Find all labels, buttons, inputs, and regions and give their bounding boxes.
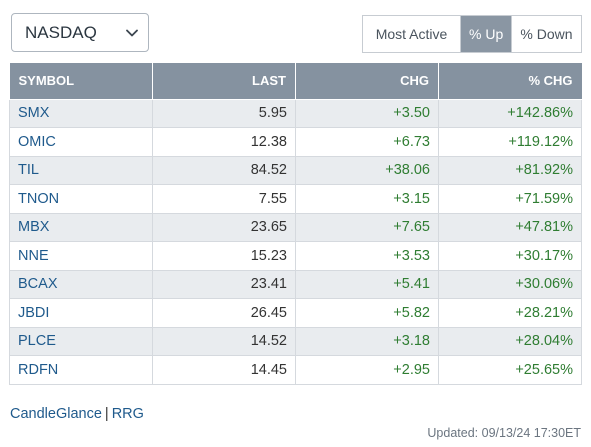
percent-change-cell: +30.17% <box>438 241 582 271</box>
table-row[interactable]: TIL 84.52 +38.06 +81.92% <box>9 155 582 185</box>
movers-table: SYMBOL LAST CHG % CHG SMX 5.95 +3.50 +142.8… <box>9 63 582 385</box>
candleglance-link[interactable]: CandleGlance <box>10 406 102 422</box>
table-row[interactable]: BCAX 23.41 +5.41 +30.06% <box>9 269 582 299</box>
change-cell: +3.15 <box>295 184 439 214</box>
change-cell: +5.41 <box>295 269 439 299</box>
percent-change-cell: +119.12% <box>438 127 582 157</box>
table-row[interactable]: JBDI 26.45 +5.82 +28.21% <box>9 298 582 328</box>
last-price-cell: 14.52 <box>152 326 296 356</box>
table-row[interactable]: RDFN 14.45 +2.95 +25.65% <box>9 355 582 385</box>
percent-change-cell: +28.21% <box>438 298 582 328</box>
last-price-cell: 12.38 <box>152 127 296 157</box>
change-cell: +2.95 <box>295 355 439 385</box>
change-cell: +5.82 <box>295 298 439 328</box>
change-cell: +3.18 <box>295 326 439 356</box>
updated-timestamp: Updated: 09/13/24 17:30ET <box>427 426 581 440</box>
change-cell: +7.65 <box>295 212 439 242</box>
percent-change-cell: +142.86% <box>438 98 582 128</box>
symbol-cell[interactable]: PLCE <box>9 326 153 356</box>
table-row[interactable]: PLCE 14.52 +3.18 +28.04% <box>9 326 582 356</box>
last-price-cell: 15.23 <box>152 241 296 271</box>
footer-links: CandleGlance | RRG <box>10 406 144 422</box>
last-price-cell: 23.41 <box>152 269 296 299</box>
percent-change-cell: +71.59% <box>438 184 582 214</box>
percent-change-cell: +47.81% <box>438 212 582 242</box>
change-cell: +6.73 <box>295 127 439 157</box>
symbol-cell[interactable]: TNON <box>9 184 153 214</box>
last-price-cell: 84.52 <box>152 155 296 185</box>
exchange-select[interactable]: NASDAQ <box>11 13 149 52</box>
symbol-cell[interactable]: SMX <box>9 98 153 128</box>
rrg-link[interactable]: RRG <box>111 406 144 422</box>
last-price-cell: 5.95 <box>152 98 296 128</box>
table-row[interactable]: MBX 23.65 +7.65 +47.81% <box>9 212 582 242</box>
symbol-cell[interactable]: NNE <box>9 241 153 271</box>
percent-change-cell: +28.04% <box>438 326 582 356</box>
column-header-chg[interactable]: CHG <box>295 63 439 100</box>
column-header-last[interactable]: LAST <box>152 63 296 100</box>
table-body: SMX 5.95 +3.50 +142.86% OMIC 12.38 +6.73 +119.1… <box>9 98 582 385</box>
symbol-cell[interactable]: RDFN <box>9 355 153 385</box>
symbol-cell[interactable]: JBDI <box>9 298 153 328</box>
change-cell: +3.50 <box>295 98 439 128</box>
symbol-cell[interactable]: BCAX <box>9 269 153 299</box>
symbol-cell[interactable]: TIL <box>9 155 153 185</box>
table-row[interactable]: TNON 7.55 +3.15 +71.59% <box>9 184 582 214</box>
percent-change-cell: +25.65% <box>438 355 582 385</box>
table-row[interactable]: OMIC 12.38 +6.73 +119.12% <box>9 127 582 157</box>
percent-change-cell: +30.06% <box>438 269 582 299</box>
table-row[interactable]: SMX 5.95 +3.50 +142.86% <box>9 98 582 128</box>
percent-change-cell: +81.92% <box>438 155 582 185</box>
last-price-cell: 7.55 <box>152 184 296 214</box>
tab-most-active[interactable]: Most Active <box>363 16 460 52</box>
symbol-cell[interactable]: OMIC <box>9 127 153 157</box>
exchange-select-value: NASDAQ <box>25 23 97 42</box>
last-price-cell: 14.45 <box>152 355 296 385</box>
symbol-cell[interactable]: MBX <box>9 212 153 242</box>
change-cell: +3.53 <box>295 241 439 271</box>
last-price-cell: 26.45 <box>152 298 296 328</box>
table-row[interactable]: NNE 15.23 +3.53 +30.17% <box>9 241 582 271</box>
last-price-cell: 23.65 <box>152 212 296 242</box>
chevron-down-icon <box>126 29 138 37</box>
table-header-row: SYMBOL LAST CHG % CHG <box>9 63 582 100</box>
footer-separator: | <box>104 406 109 422</box>
mover-type-tabs: Most Active % Up % Down <box>362 15 582 53</box>
column-header-symbol[interactable]: SYMBOL <box>9 63 153 100</box>
column-header-pct-chg[interactable]: % CHG <box>438 63 582 100</box>
change-cell: +38.06 <box>295 155 439 185</box>
tab-percent-down[interactable]: % Down <box>511 16 581 52</box>
tab-percent-up[interactable]: % Up <box>460 16 511 52</box>
